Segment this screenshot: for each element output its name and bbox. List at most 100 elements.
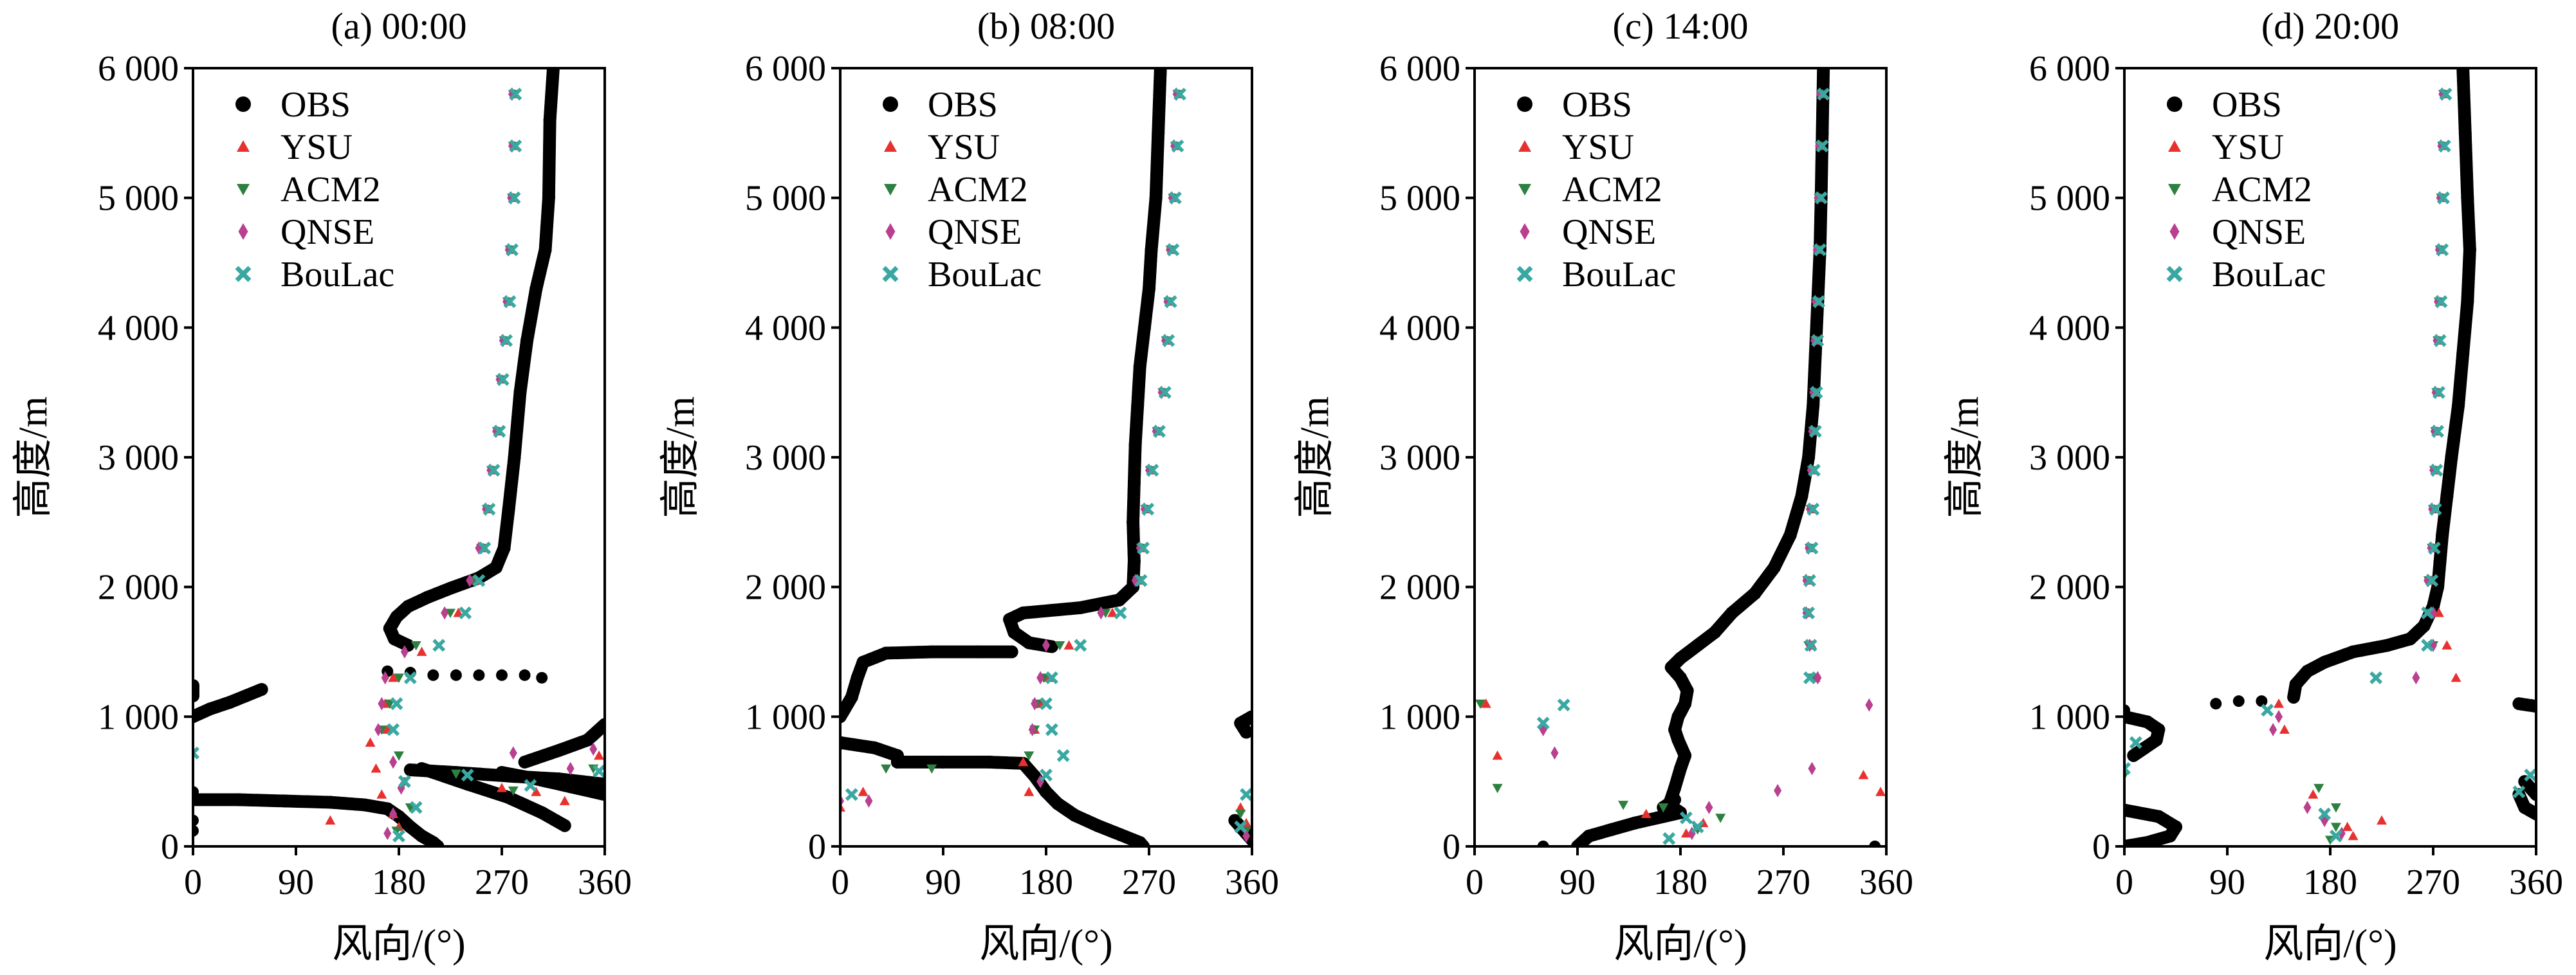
acm2-point xyxy=(2330,803,2341,813)
x-axis-label: 风向/(°) xyxy=(332,922,465,966)
obs-point xyxy=(255,682,268,696)
y-tick-label: 4 000 xyxy=(745,308,826,348)
boulac-point xyxy=(1803,671,1816,684)
acm2-point xyxy=(1024,751,1035,761)
boulac-point xyxy=(2124,762,2131,775)
obs-point xyxy=(519,669,531,681)
axes-frame xyxy=(2123,67,2537,848)
boulac-point xyxy=(1812,295,1826,308)
legend-label-qnse: QNSE xyxy=(2212,212,2306,252)
x-tick-label: 360 xyxy=(1859,862,1913,902)
obs-point xyxy=(536,671,548,684)
boulac-point xyxy=(387,723,400,736)
boulac-point xyxy=(487,464,501,477)
qnse-point xyxy=(374,723,382,736)
qnse-point xyxy=(1808,761,1816,776)
acm2-point xyxy=(508,786,519,796)
panel-b: (b) 08:00 0 1 000 2 000 3 000 4 000 5 000 6 000… xyxy=(659,5,1279,966)
boulac-point xyxy=(1146,464,1159,477)
acm2-point xyxy=(1715,814,1726,823)
ysu-point xyxy=(497,783,507,792)
legend-marker-obs xyxy=(883,96,898,112)
obs-point xyxy=(2210,698,2222,710)
ysu-point xyxy=(2433,608,2444,617)
obs-point xyxy=(1668,806,1682,819)
qnse-point xyxy=(566,761,575,776)
plot-area xyxy=(2124,68,2536,846)
series-boulac xyxy=(2124,87,2536,843)
x-axis-label: 风向/(°) xyxy=(2263,922,2397,966)
qnse-point xyxy=(2269,723,2277,736)
x-axis-label: 风向/(°) xyxy=(979,922,1112,966)
x-tick-label: 360 xyxy=(578,862,632,902)
panel-title: (a) 00:00 xyxy=(331,5,467,47)
x-tick-label: 180 xyxy=(1653,862,1707,902)
legend-label-obs: OBS xyxy=(281,85,351,125)
qnse-point xyxy=(389,807,398,821)
ysu-point xyxy=(1492,750,1503,760)
ysu-point xyxy=(2348,830,2359,841)
qnse-point xyxy=(378,697,386,711)
boulac-point xyxy=(2431,424,2445,438)
series-boulac xyxy=(1536,87,1830,845)
qnse-point xyxy=(2412,671,2420,685)
obs-point xyxy=(2232,695,2245,707)
series-qnse xyxy=(374,87,598,841)
boulac-point xyxy=(500,334,513,347)
qnse-point xyxy=(1774,783,1782,797)
boulac-point xyxy=(1171,140,1184,152)
y-tick-label: 2 000 xyxy=(2029,568,2110,608)
boulac-point xyxy=(2369,671,2383,684)
boulac-point xyxy=(390,697,403,711)
boulac-point xyxy=(1816,140,1829,152)
x-tick-label: 180 xyxy=(2303,862,2357,902)
boulac-point xyxy=(1240,788,1252,801)
legend-label-boulac: BouLac xyxy=(2212,255,2326,295)
legend-marker-boulac xyxy=(2166,266,2183,282)
boulac-point xyxy=(2425,574,2439,587)
boulac-point xyxy=(1040,769,1053,782)
boulac-point xyxy=(496,373,510,386)
legend-marker-ysu xyxy=(2168,140,2181,152)
qnse-point xyxy=(1550,746,1559,760)
boulac-point xyxy=(1168,191,1182,205)
boulac-point xyxy=(432,639,446,652)
legend-label-ysu: YSU xyxy=(1562,127,1634,167)
y-tick-label: 2 000 xyxy=(98,568,179,608)
boulac-point xyxy=(509,87,522,101)
qnse-point xyxy=(441,606,449,620)
qnse-point xyxy=(1097,606,1105,620)
legend-marker-obs xyxy=(1517,96,1532,112)
y-tick-label: 1 000 xyxy=(2029,697,2110,737)
legend-marker-acm2 xyxy=(884,184,897,196)
obs-point xyxy=(473,669,485,681)
y-tick-label: 1 000 xyxy=(1379,697,1460,737)
series-obs xyxy=(1537,68,1881,846)
legend-marker-acm2 xyxy=(2168,184,2181,196)
boulac-point xyxy=(1166,243,1180,257)
axes-frame xyxy=(839,67,1253,848)
legend-marker-acm2 xyxy=(237,184,250,196)
x-tick-label: 180 xyxy=(1019,862,1073,902)
y-tick-label: 6 000 xyxy=(1379,49,1460,89)
qnse-point xyxy=(502,295,511,309)
obs-point xyxy=(193,814,199,826)
legend-marker-obs xyxy=(2167,96,2182,112)
ysu-point xyxy=(416,646,427,656)
boulac-point xyxy=(524,779,537,792)
acm2-point xyxy=(450,769,461,779)
legend-marker-ysu xyxy=(1518,140,1531,152)
x-tick-label: 90 xyxy=(278,862,314,902)
obs-point xyxy=(1005,645,1018,659)
ysu-point xyxy=(1235,802,1246,812)
obs-point xyxy=(193,786,199,798)
boulac-point xyxy=(2432,386,2445,399)
acm2-point xyxy=(1618,801,1629,810)
ysu-point xyxy=(1063,640,1074,650)
y-tick-label: 5 000 xyxy=(745,179,826,219)
boulac-point xyxy=(2429,502,2442,516)
boulac-point xyxy=(2421,639,2434,652)
legend-label-obs: OBS xyxy=(1562,85,1632,125)
